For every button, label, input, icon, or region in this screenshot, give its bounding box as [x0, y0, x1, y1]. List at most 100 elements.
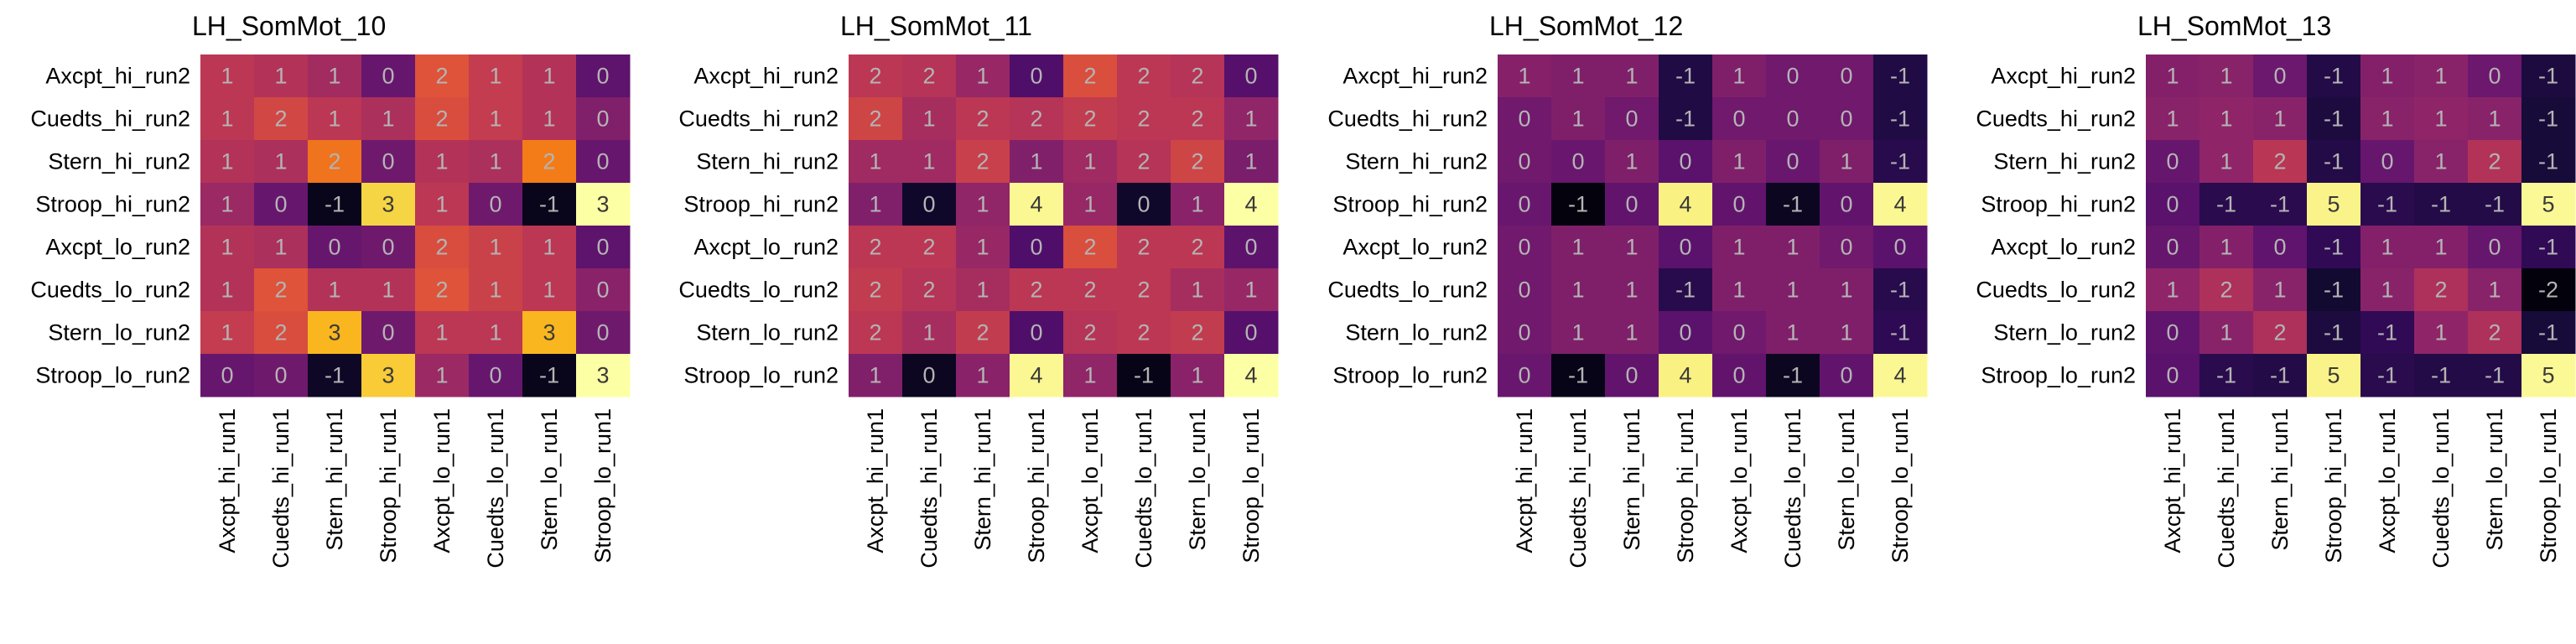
cell-value-label: 1 [1083, 149, 1096, 174]
heatmap-cell [2521, 97, 2576, 141]
cell-value-label: 2 [1137, 106, 1150, 132]
cell-value-label: 0 [1679, 149, 1691, 174]
cell-value-label: 1 [435, 320, 448, 345]
heatmap-cell [1605, 311, 1659, 355]
heatmap-cell [415, 354, 470, 397]
cell-value-label: 2 [1191, 235, 1203, 260]
row-tick-label: Axcpt_lo_run2 [45, 235, 190, 260]
row-tick-label: Stern_hi_run2 [1345, 149, 1488, 174]
column-tick-label: Axcpt_lo_run1 [1727, 408, 1752, 553]
heatmap-cell [254, 140, 309, 184]
row-tick-label: Cuedts_lo_run2 [30, 278, 190, 303]
cell-value-label: 1 [2166, 106, 2179, 132]
cell-value-label: 1 [328, 106, 340, 132]
cell-value-label: 0 [1244, 235, 1257, 260]
cell-value-label: 2 [2488, 320, 2501, 345]
cell-value-label: 2 [1137, 64, 1150, 89]
heatmap-cell [254, 55, 309, 98]
cell-value-label: 2 [2220, 278, 2232, 303]
column-tick-label: Stern_lo_run1 [2482, 408, 2507, 551]
heatmap-cell [1873, 97, 1928, 141]
heatmap-cell [469, 97, 523, 141]
cell-value-label: 0 [2381, 149, 2393, 174]
heatmap-cell [2146, 183, 2200, 226]
heatmap-cell [522, 140, 577, 184]
heatmap-cell [956, 183, 1010, 226]
heatmap-cell [902, 55, 957, 98]
cell-value-label: -1 [2270, 192, 2290, 217]
cell-value-label: 1 [1191, 363, 1203, 388]
row-tick-label: Cuedts_hi_run2 [678, 106, 839, 132]
heatmap-cell [2521, 55, 2576, 98]
heatmap-cell [2414, 183, 2469, 226]
cell-value-label: 2 [1083, 106, 1096, 132]
cell-value-label: -1 [2485, 192, 2505, 217]
heatmap-cell [576, 311, 631, 355]
cell-value-label: 0 [1893, 235, 1906, 260]
cell-value-label: 1 [221, 278, 233, 303]
heatmap-cell [849, 268, 903, 312]
column-tick-label: Stroop_hi_run1 [1673, 408, 1698, 564]
heatmap-cell [2414, 311, 2469, 355]
column-tick-label: Cuedts_lo_run1 [2428, 408, 2454, 569]
row-tick-label: Stern_lo_run2 [696, 320, 839, 345]
heatmap-panel: LH_SomMot_10 1 1 1 0 2 1 1 0 1 2 1 1 2 1 1 0 1 1 2 0 1 1 2 0 1 0 -1… [30, 11, 631, 569]
heatmap-cell [1010, 55, 1064, 98]
heatmap-cell [308, 226, 362, 269]
row-tick-label: Axcpt_hi_run2 [45, 64, 190, 89]
cell-value-label: 0 [596, 106, 609, 132]
row-tick-label: Axcpt_hi_run2 [693, 64, 839, 89]
cell-value-label: 0 [1625, 192, 1638, 217]
heatmap-cell [415, 55, 470, 98]
heatmap-cell [2253, 140, 2308, 184]
cell-value-label: 0 [1518, 363, 1530, 388]
heatmap-cell [522, 354, 577, 397]
cell-value-label: 1 [489, 320, 501, 345]
cell-value-label: 4 [1244, 363, 1257, 388]
cell-value-label: 1 [1786, 235, 1799, 260]
cell-value-label: 1 [489, 149, 501, 174]
heatmap-cell [1766, 55, 1820, 98]
cell-value-label: 0 [1732, 363, 1745, 388]
cell-value-label: 0 [1625, 106, 1638, 132]
cell-value-label: 1 [221, 64, 233, 89]
heatmap-cell [469, 268, 523, 312]
heatmap-cell [2146, 140, 2200, 184]
cell-value-label: 1 [489, 235, 501, 260]
cell-value-label: 2 [976, 106, 989, 132]
heatmap-cell [2307, 55, 2361, 98]
heatmap-cell [1605, 140, 1659, 184]
cell-value-label: 1 [1244, 278, 1257, 303]
cell-value-label: 0 [1518, 149, 1530, 174]
cell-value-label: 4 [1030, 192, 1042, 217]
heatmap-cell [1712, 55, 1767, 98]
heatmap-cell [2146, 97, 2200, 141]
cell-value-label: 2 [1083, 235, 1096, 260]
cell-value-label: 1 [274, 149, 287, 174]
heatmap-cell [200, 55, 255, 98]
cell-value-label: -1 [2324, 320, 2344, 345]
heatmap-cell [1551, 97, 1606, 141]
heatmap-cell [308, 97, 362, 141]
heatmap-cell [361, 183, 416, 226]
column-tick-label: Axcpt_lo_run1 [1078, 408, 1103, 553]
heatmap-cell [1063, 140, 1118, 184]
heatmap-cell [2468, 268, 2522, 312]
cell-value-label: 2 [1191, 149, 1203, 174]
heatmap-cell [849, 183, 903, 226]
heatmap-cell [1659, 354, 1713, 397]
cell-value-label: 0 [1571, 149, 1584, 174]
cell-value-label: 1 [274, 64, 287, 89]
heatmap-cell [1171, 226, 1225, 269]
heatmap-cell [902, 97, 957, 141]
heatmap-cell [956, 311, 1010, 355]
column-tick-label: Stern_hi_run1 [970, 408, 995, 551]
column-tick-label: Stern_lo_run1 [1834, 408, 1859, 551]
cell-value-label: 0 [2166, 149, 2179, 174]
heatmap-cell [1171, 311, 1225, 355]
heatmap-cell [1171, 183, 1225, 226]
heatmap-cell [361, 55, 416, 98]
cell-value-label: 0 [1137, 192, 1150, 217]
heatmap-cell [2146, 354, 2200, 397]
cell-value-label: -1 [2377, 363, 2397, 388]
